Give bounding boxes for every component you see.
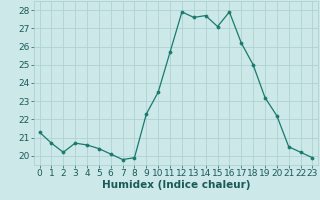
X-axis label: Humidex (Indice chaleur): Humidex (Indice chaleur) — [102, 180, 250, 190]
